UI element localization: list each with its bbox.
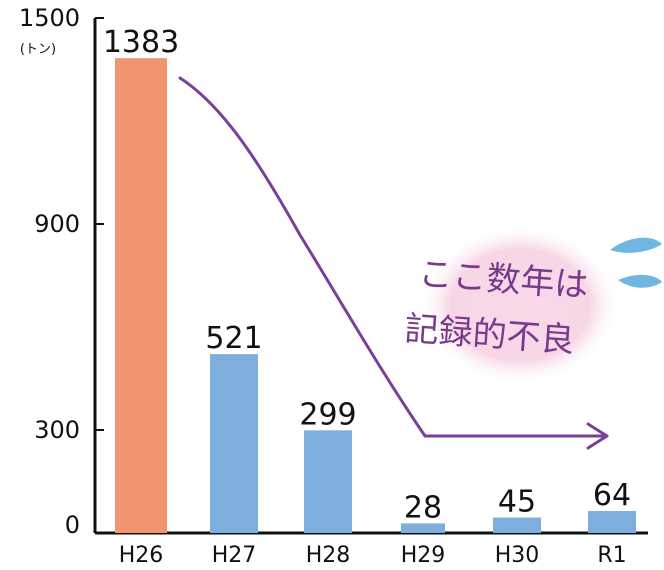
trend-arrow: [178, 76, 609, 450]
value-label-h27: 521: [205, 321, 262, 356]
bar-h28: [304, 430, 352, 533]
value-label-h29: 28: [404, 490, 442, 525]
y-tick-label: 300: [34, 416, 80, 444]
y-tick-group: 0 300 900 1500: [19, 4, 104, 539]
bar-h26: [115, 58, 167, 534]
y-axis-unit: (トン): [20, 42, 56, 57]
bar-h29: [401, 523, 445, 533]
category-label-h27: H27: [212, 543, 257, 568]
category-label-h26: H26: [119, 543, 164, 568]
value-label-h28: 299: [299, 397, 356, 432]
category-label-group: H26 H27 H28 H29 H30 R1: [119, 543, 627, 568]
y-tick-label: 0: [65, 511, 80, 539]
callout-bubble: [420, 225, 620, 385]
category-label-h28: H28: [306, 543, 351, 568]
value-label-r1: 64: [593, 478, 631, 513]
value-label-group: 1383 521 299 28 45 64: [103, 25, 631, 525]
bar-h27: [210, 354, 258, 533]
y-tick-label: 900: [34, 210, 80, 238]
bar-group: [115, 58, 636, 534]
value-label-h30: 45: [498, 485, 536, 520]
value-label-h26: 1383: [103, 25, 179, 60]
category-label-r1: R1: [597, 543, 626, 568]
category-label-h29: H29: [401, 543, 446, 568]
sweat-drops-icon: [610, 237, 662, 288]
bar-h30: [493, 517, 541, 533]
y-tick-label: 1500: [19, 4, 80, 32]
category-label-h30: H30: [495, 543, 540, 568]
bar-r1: [588, 511, 636, 533]
